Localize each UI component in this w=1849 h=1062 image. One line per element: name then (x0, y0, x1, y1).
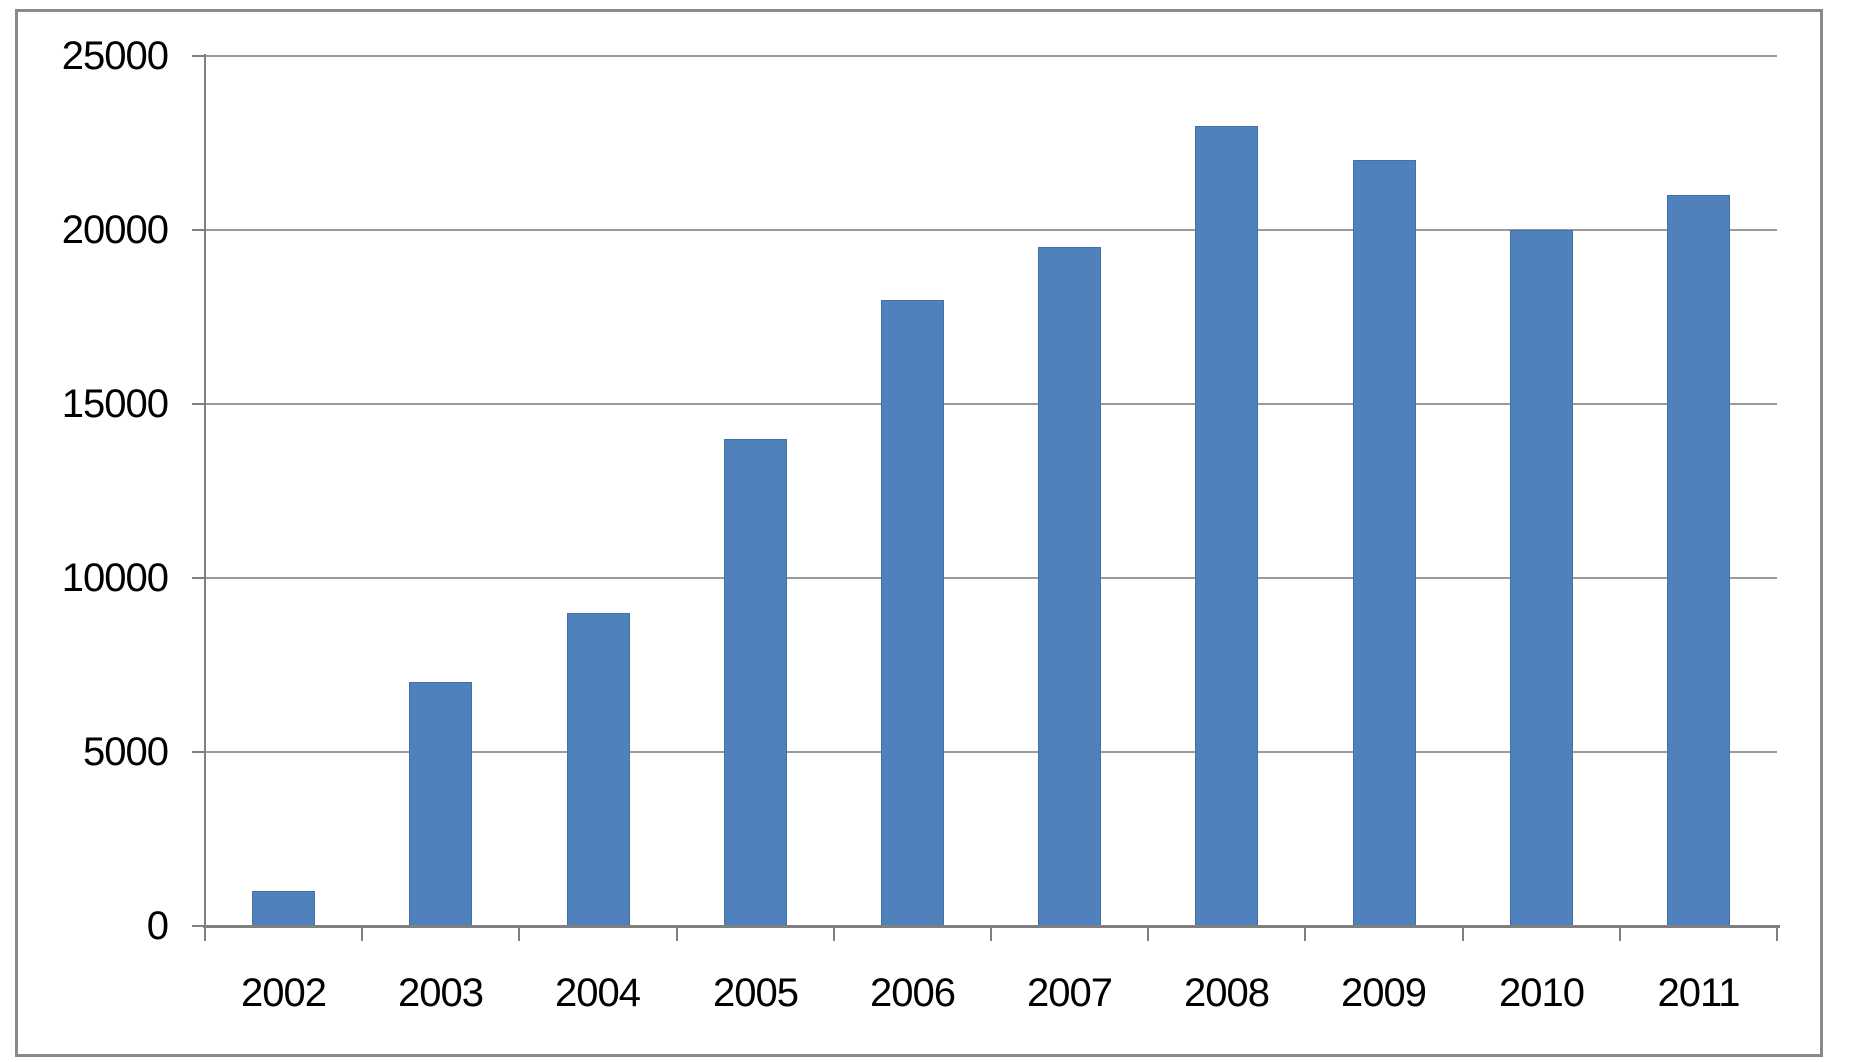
bar-2008 (1195, 126, 1258, 926)
y-axis-tick (192, 55, 205, 57)
x-axis-tick (1304, 928, 1306, 941)
bar-2004 (567, 613, 630, 926)
bar-2010 (1510, 230, 1573, 926)
x-axis-label-2002: 2002 (241, 971, 327, 1015)
y-axis-tick-label: 25000 (61, 34, 169, 78)
x-axis-tick (833, 928, 835, 941)
bar-2006 (881, 300, 944, 926)
bar-2005 (724, 439, 787, 926)
y-axis-tick (192, 577, 205, 579)
x-axis-label-2006: 2006 (870, 971, 956, 1015)
y-axis-tick-label: 0 (146, 904, 169, 948)
y-axis-tick (192, 751, 205, 753)
x-axis-tick (1776, 928, 1778, 941)
x-axis-tick (1147, 928, 1149, 941)
y-axis-tick (192, 229, 205, 231)
gridline-20000 (205, 229, 1777, 231)
y-axis-tick-label: 5000 (83, 730, 169, 774)
y-axis-tick (192, 925, 205, 927)
y-axis-tick-label: 20000 (61, 208, 169, 252)
x-axis-label-2004: 2004 (555, 971, 641, 1015)
x-axis-label-2009: 2009 (1341, 971, 1427, 1015)
x-axis-line (203, 925, 1780, 928)
x-axis-tick (990, 928, 992, 941)
x-axis-label-2007: 2007 (1027, 971, 1113, 1015)
x-axis-tick (1462, 928, 1464, 941)
bar-2009 (1353, 160, 1416, 926)
y-axis-tick-label: 10000 (61, 556, 169, 600)
bar-2003 (409, 682, 472, 926)
x-axis-tick (1619, 928, 1621, 941)
gridline-10000 (205, 577, 1777, 579)
y-axis-line (204, 54, 206, 929)
bar-2007 (1038, 247, 1101, 926)
y-axis-tick-label: 15000 (61, 382, 169, 426)
x-axis-label-2010: 2010 (1499, 971, 1585, 1015)
x-axis-label-2005: 2005 (713, 971, 799, 1015)
x-axis-tick (676, 928, 678, 941)
bar-2011 (1667, 195, 1730, 926)
x-axis-label-2011: 2011 (1657, 971, 1740, 1015)
gridline-15000 (205, 403, 1777, 405)
x-axis-label-2008: 2008 (1184, 971, 1270, 1015)
x-axis-tick (518, 928, 520, 941)
x-axis-tick (204, 928, 206, 941)
x-axis-label-2003: 2003 (398, 971, 484, 1015)
gridline-25000 (205, 55, 1777, 57)
x-axis-tick (361, 928, 363, 941)
gridline-5000 (205, 751, 1777, 753)
bar-2002 (252, 891, 315, 926)
y-axis-tick (192, 403, 205, 405)
